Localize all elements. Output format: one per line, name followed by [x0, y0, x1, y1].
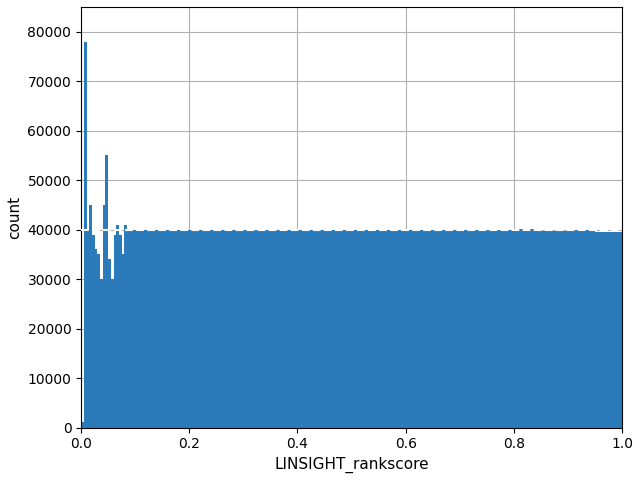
Bar — [95, 250, 97, 428]
Bar — [595, 232, 622, 428]
Bar — [243, 229, 271, 428]
Bar — [568, 229, 595, 428]
Bar — [84, 42, 86, 428]
Bar — [100, 279, 103, 428]
Bar — [487, 229, 514, 428]
Bar — [130, 229, 132, 428]
Bar — [89, 205, 92, 428]
Bar — [271, 229, 298, 428]
Bar — [124, 225, 127, 428]
Bar — [122, 254, 124, 428]
Bar — [433, 229, 460, 428]
Bar — [379, 229, 406, 428]
Bar — [216, 229, 243, 428]
Bar — [108, 259, 111, 428]
Bar — [351, 229, 379, 428]
Bar — [163, 229, 189, 428]
X-axis label: LINSIGHT_rankscore: LINSIGHT_rankscore — [275, 457, 429, 473]
Bar — [460, 229, 487, 428]
Bar — [116, 225, 119, 428]
Bar — [541, 230, 568, 428]
Bar — [135, 229, 163, 428]
Bar — [92, 235, 95, 428]
Bar — [111, 279, 113, 428]
Bar — [106, 156, 108, 428]
Bar — [132, 229, 135, 428]
Bar — [127, 229, 130, 428]
Bar — [298, 229, 324, 428]
Bar — [324, 229, 351, 428]
Bar — [406, 229, 433, 428]
Bar — [103, 205, 106, 428]
Bar — [514, 228, 541, 428]
Y-axis label: count: count — [7, 196, 22, 239]
Bar — [119, 235, 122, 428]
Bar — [97, 254, 100, 428]
Bar — [113, 235, 116, 428]
Bar — [189, 229, 216, 428]
Bar — [86, 229, 89, 428]
Bar — [81, 421, 84, 428]
